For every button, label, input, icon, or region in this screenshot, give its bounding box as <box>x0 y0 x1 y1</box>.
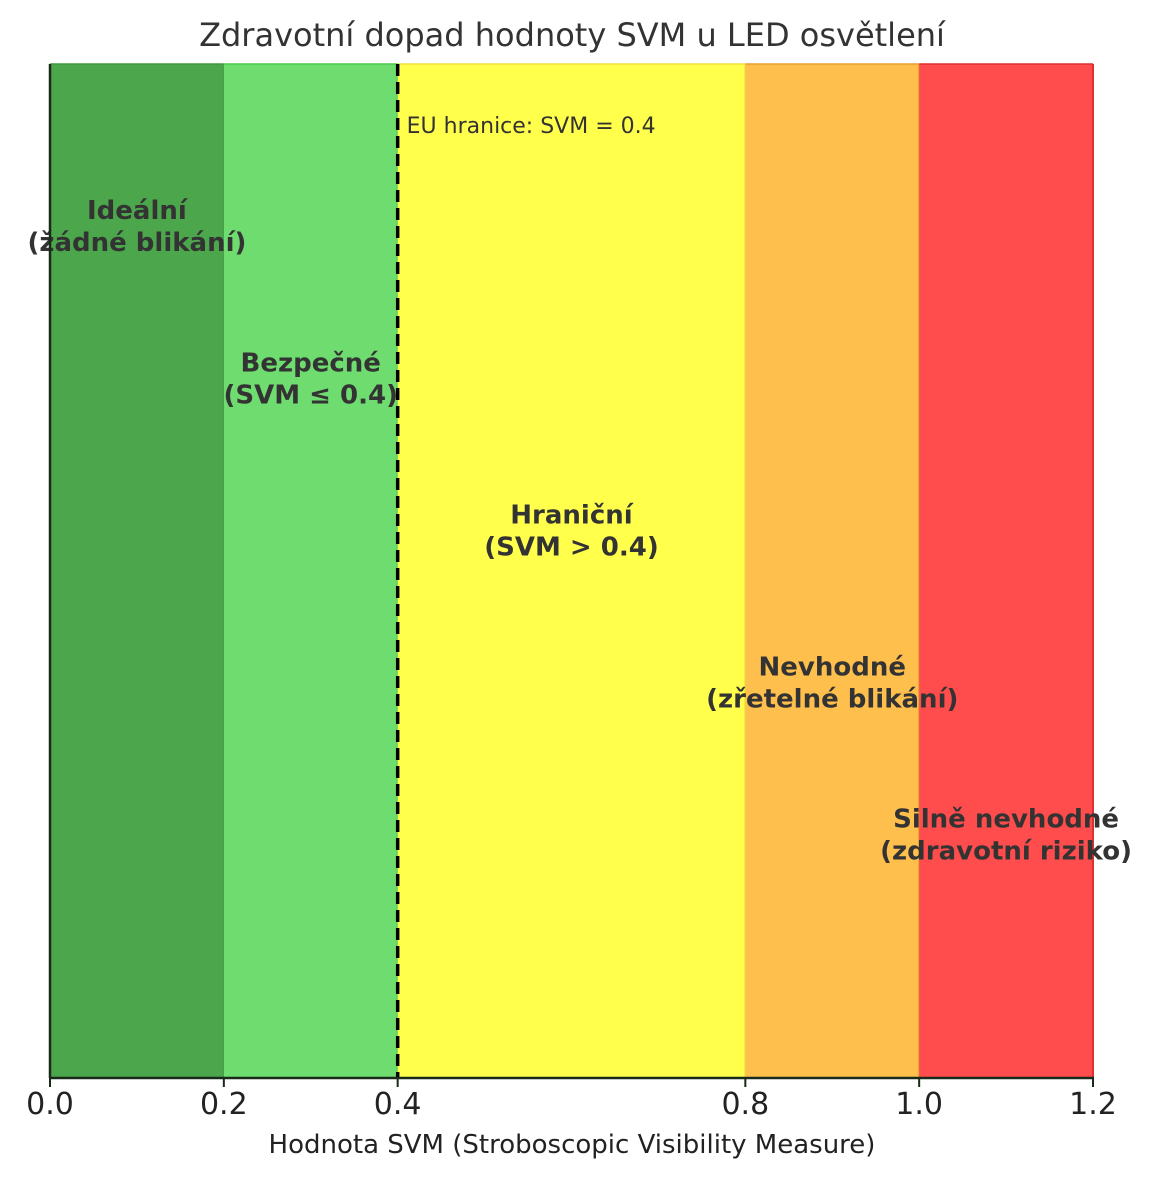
zone-labels-layer: Ideální (žádné blikání) Bezpečné (SVM ≤ 0.4… <box>27 196 1132 866</box>
zone-label-5-line-1: Silně nevhodné <box>893 805 1119 835</box>
x-ticks-layer: 0.0 0.2 0.4 0.8 1.0 1.2 <box>26 1078 1117 1122</box>
zone-label-2-line-2: (SVM ≤ 0.4) <box>224 380 398 410</box>
zone-band-3 <box>397 64 746 1078</box>
zone-label-4: Nevhodné (zřetelné blikání) <box>706 653 958 715</box>
zone-label-3: Hraniční (SVM > 0.4) <box>484 500 658 562</box>
zone-band-2 <box>223 64 398 1078</box>
x-tick-label-1: 0.0 <box>26 1087 74 1122</box>
zone-label-3-line-1: Hraniční <box>510 500 634 530</box>
zone-label-5: Silně nevhodné (zdravotní riziko) <box>880 805 1132 867</box>
zone-band-5 <box>919 64 1093 1078</box>
zone-label-1: Ideální (žádné blikání) <box>27 196 246 258</box>
zone-band-1 <box>50 64 224 1078</box>
zone-band-4 <box>745 64 920 1078</box>
eu-threshold-label: EU hranice: SVM = 0.4 <box>407 114 656 139</box>
zone-label-2: Bezpečné (SVM ≤ 0.4) <box>224 348 398 410</box>
zone-label-2-line-1: Bezpečné <box>241 348 381 378</box>
zones-layer <box>50 63 1094 1078</box>
chart-title: Zdravotní dopad hodnoty SVM u LED osvětl… <box>199 16 946 54</box>
x-tick-label-4: 0.8 <box>721 1087 769 1122</box>
x-axis-label: Hodnota SVM (Stroboscopic Visibility Mea… <box>269 1130 876 1160</box>
x-tick-label-5: 1.0 <box>895 1087 943 1122</box>
zone-label-5-line-2: (zdravotní riziko) <box>880 837 1132 867</box>
x-tick-label-2: 0.2 <box>200 1087 248 1122</box>
zone-label-4-line-2: (zřetelné blikání) <box>706 685 958 715</box>
zone-label-4-line-1: Nevhodné <box>759 653 906 683</box>
x-tick-label-6: 1.2 <box>1069 1087 1117 1122</box>
threshold-layer: EU hranice: SVM = 0.4 <box>395 64 656 1078</box>
zone-label-1-line-1: Ideální <box>87 196 189 226</box>
x-tick-label-3: 0.4 <box>374 1087 422 1122</box>
zone-label-3-line-2: (SVM > 0.4) <box>484 532 658 562</box>
zone-label-1-line-2: (žádné blikání) <box>27 228 246 258</box>
